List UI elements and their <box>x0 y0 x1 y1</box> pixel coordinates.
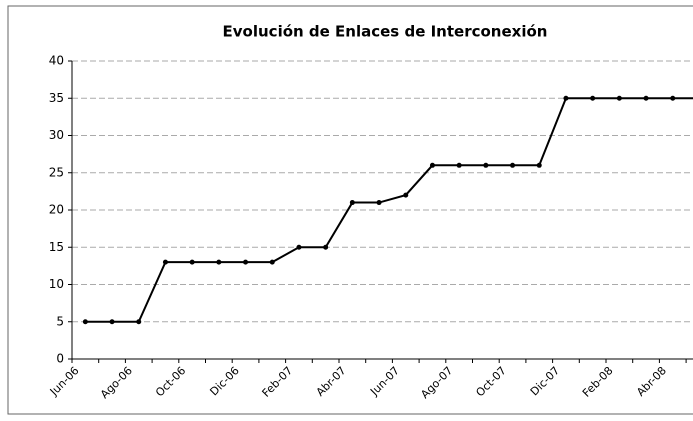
y-tick-label: 15 <box>49 240 64 254</box>
point <box>376 200 382 206</box>
point <box>349 200 355 206</box>
x-tick-label: Dic-06 <box>207 364 241 398</box>
point <box>216 259 222 265</box>
point <box>109 319 115 325</box>
point <box>456 162 462 168</box>
point <box>670 95 676 101</box>
point <box>136 319 142 325</box>
x-tick-label: Abr-07 <box>314 364 349 399</box>
y-tick-label: 40 <box>49 54 64 68</box>
point <box>243 259 249 265</box>
point <box>510 162 516 168</box>
point <box>189 259 195 265</box>
point <box>483 162 489 168</box>
y-tick-label: 5 <box>56 314 64 328</box>
point <box>269 259 275 265</box>
y-tick-label: 10 <box>49 277 64 291</box>
y-tick-label: 30 <box>49 128 64 142</box>
point <box>536 162 542 168</box>
y-tick-label: 35 <box>49 91 64 105</box>
point <box>429 162 435 168</box>
point <box>296 244 302 250</box>
y-tick-label: 0 <box>56 352 64 366</box>
x-tick-label: Ago-07 <box>418 364 455 401</box>
x-tick-label: Oct-07 <box>473 364 508 399</box>
point <box>643 95 649 101</box>
point <box>590 95 596 101</box>
x-tick-label: Feb-08 <box>580 364 616 400</box>
chart-title: Evolución de Enlaces de Interconexión <box>223 23 548 41</box>
x-tick-label: Oct-06 <box>153 364 188 399</box>
point <box>162 259 168 265</box>
point <box>323 244 329 250</box>
y-tick-label: 20 <box>49 203 64 217</box>
x-tick-label: Ago-06 <box>98 364 135 401</box>
x-tick-label: Jun-06 <box>47 364 82 399</box>
line <box>85 97 693 323</box>
x-tick-label: Dic-07 <box>528 364 562 398</box>
chart-frame <box>7 5 693 415</box>
x-tick-label: Feb-07 <box>260 364 296 400</box>
point <box>616 95 622 101</box>
x-tick-label: Jun-07 <box>367 364 402 399</box>
x-tick-label: Abr-08 <box>634 364 669 399</box>
y-tick-label: 25 <box>49 165 64 179</box>
point <box>563 95 569 101</box>
point <box>403 192 409 198</box>
point <box>82 319 88 325</box>
